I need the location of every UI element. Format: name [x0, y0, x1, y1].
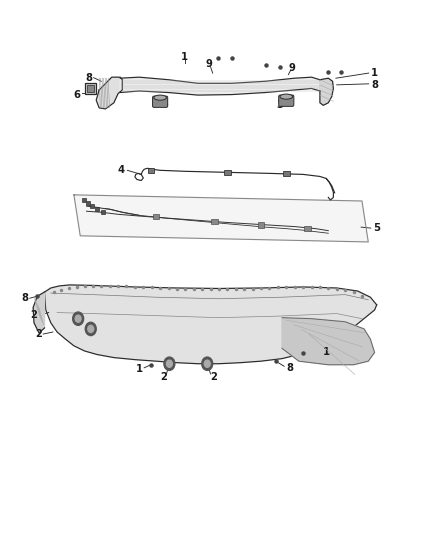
Bar — [86, 201, 90, 205]
Text: 4: 4 — [118, 165, 125, 175]
Bar — [152, 214, 159, 220]
Text: 8: 8 — [371, 80, 378, 90]
Text: 1: 1 — [135, 364, 143, 374]
Circle shape — [88, 325, 94, 333]
Polygon shape — [33, 292, 45, 333]
Text: 8: 8 — [286, 363, 293, 373]
Polygon shape — [45, 285, 377, 364]
Ellipse shape — [280, 94, 293, 99]
Bar — [101, 209, 106, 214]
Text: 1: 1 — [371, 68, 378, 78]
Polygon shape — [120, 77, 320, 95]
Circle shape — [85, 322, 96, 336]
Ellipse shape — [154, 95, 166, 100]
Bar — [224, 170, 231, 175]
Text: 9: 9 — [289, 63, 296, 73]
Circle shape — [166, 360, 172, 367]
FancyBboxPatch shape — [85, 83, 96, 94]
Circle shape — [164, 357, 175, 370]
Circle shape — [204, 360, 210, 367]
Text: 5: 5 — [373, 223, 380, 233]
Text: 8: 8 — [85, 72, 92, 83]
Bar — [212, 219, 218, 224]
Bar — [90, 204, 94, 208]
Text: 1: 1 — [323, 348, 330, 358]
Text: 3: 3 — [276, 100, 283, 110]
FancyBboxPatch shape — [88, 85, 94, 92]
Circle shape — [75, 315, 81, 322]
Polygon shape — [74, 195, 368, 242]
Bar — [81, 198, 86, 202]
Text: 2: 2 — [31, 310, 37, 320]
Text: 8: 8 — [21, 293, 28, 303]
Polygon shape — [320, 78, 333, 106]
Circle shape — [202, 357, 213, 370]
FancyBboxPatch shape — [152, 96, 168, 107]
Text: 1: 1 — [181, 52, 188, 62]
Text: 6: 6 — [74, 90, 81, 100]
Text: 9: 9 — [205, 59, 212, 69]
Polygon shape — [282, 318, 374, 365]
Polygon shape — [96, 77, 122, 109]
Bar — [148, 168, 154, 173]
Text: 2: 2 — [211, 372, 217, 382]
Bar — [258, 222, 265, 228]
Text: 3: 3 — [161, 99, 168, 109]
Bar — [304, 226, 311, 231]
Bar — [95, 207, 99, 211]
Text: 2: 2 — [35, 329, 42, 339]
Circle shape — [73, 312, 84, 325]
Bar — [283, 171, 290, 176]
Text: 2: 2 — [160, 372, 167, 382]
FancyBboxPatch shape — [279, 95, 294, 107]
